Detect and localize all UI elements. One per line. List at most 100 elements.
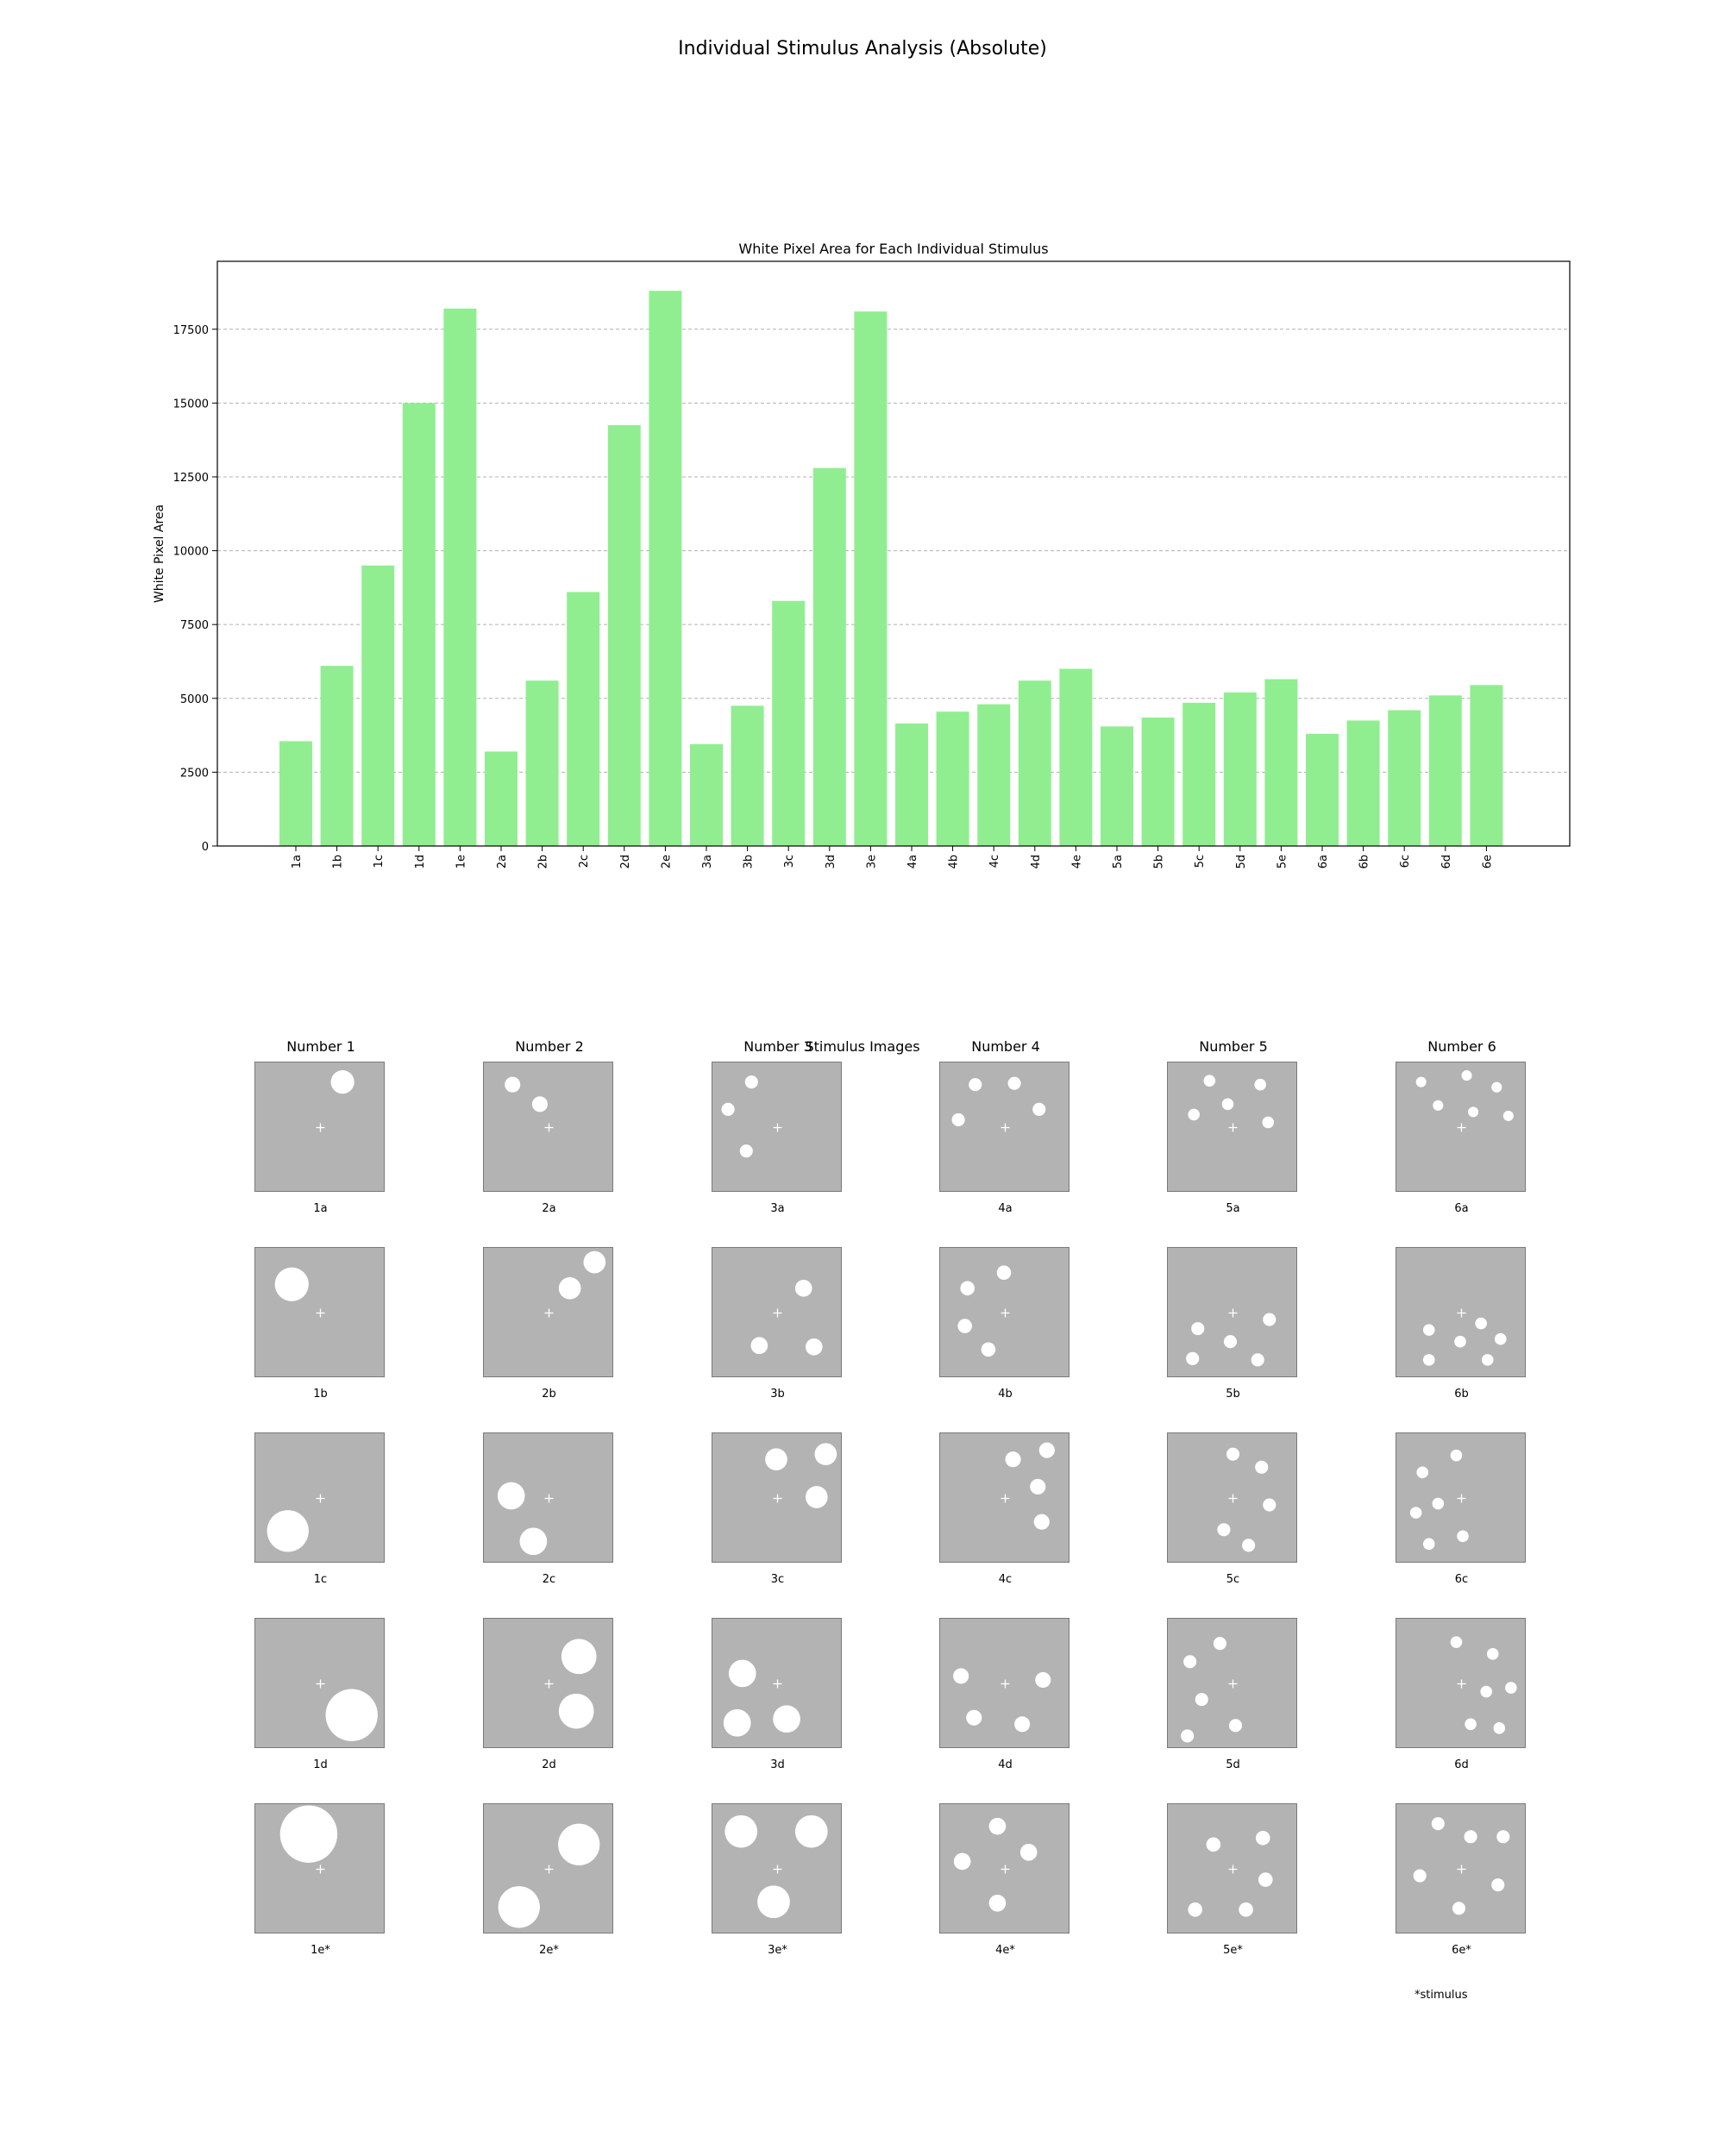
bar-5c [1182,702,1216,846]
bar-3e [854,311,888,846]
white-dot [561,1639,597,1675]
white-dot [951,1112,965,1126]
stimulus-drawing [497,1482,554,1556]
y-tick-label: 10000 [173,546,209,559]
white-dot [519,1527,548,1556]
white-dot [1258,1872,1273,1887]
white-dot [1239,1902,1253,1917]
white-dot [805,1338,823,1356]
stimulus-drawing [316,1070,354,1132]
white-dot [267,1510,309,1552]
white-dot [794,1279,812,1297]
white-dot [498,1886,540,1928]
white-dot [1481,1354,1494,1366]
white-dot [1195,1693,1208,1707]
white-dot [274,1267,309,1301]
stimulus-label: 6e* [1452,1944,1471,1957]
white-dot [1422,1324,1435,1336]
stimulus-label: 1d [313,1758,328,1771]
stimulus-drawing [721,1075,782,1158]
white-dot [558,1823,600,1865]
stimulus-image [939,1432,1070,1563]
white-dot [558,1693,594,1729]
white-dot [1186,1351,1200,1365]
column-header: Number 3 [743,1038,812,1055]
bar-5b [1141,718,1175,846]
white-dot [805,1486,828,1508]
white-dot [583,1250,606,1274]
stimulus-label: 5b [1226,1388,1240,1401]
white-dot [1251,1353,1264,1367]
x-tick-label: 5b [1153,855,1166,869]
bar-5d [1223,692,1257,846]
stimulus-drawing [953,1668,1051,1733]
stimulus-label: 6b [1454,1388,1469,1401]
white-dot [966,1709,982,1726]
white-dot [960,1281,975,1296]
white-dot [1032,1102,1046,1116]
white-dot [794,1814,828,1848]
stimulus-image [712,1432,842,1563]
stimulus-label: 4b [998,1388,1013,1401]
column-header: Number 1 [286,1038,355,1055]
white-dot [988,1894,1007,1912]
stimulus-image [1167,1803,1297,1934]
white-dot [531,1096,548,1112]
white-dot [1493,1722,1506,1734]
stimulus-image [712,1247,842,1377]
white-dot [1242,1539,1256,1552]
white-dot [1217,1523,1231,1537]
white-dot [1452,1902,1466,1915]
white-dot [757,1885,790,1919]
bar-2c [567,592,600,846]
y-tick-label: 2500 [180,767,209,780]
stimulus-drawing [1422,1308,1507,1366]
y-tick-label: 7500 [180,619,209,632]
bar-1a [279,741,312,846]
white-dot [724,1814,758,1848]
white-dot [1491,1081,1502,1093]
x-tick-label: 1d [414,855,427,869]
white-dot [721,1102,735,1116]
x-tick-label: 2b [537,855,550,869]
x-tick-label: 6e [1481,855,1494,868]
white-dot [1228,1719,1243,1733]
x-tick-label: 3e [865,855,878,868]
x-tick-label: 4c [988,855,1001,868]
stimulus-image [1167,1247,1297,1377]
stimulus-drawing [498,1823,600,1928]
white-dot [765,1448,787,1471]
stimulus-label: 4a [998,1202,1013,1215]
white-dot [1191,1322,1205,1336]
y-tick-label: 15000 [173,398,209,411]
y-tick-label: 5000 [180,693,209,706]
stimulus-label: 1a [313,1202,328,1215]
white-dot [1505,1682,1517,1694]
stimulus-image [1167,1432,1297,1563]
x-tick-label: 2c [578,855,591,868]
stimulus-drawing [1450,1636,1517,1734]
white-dot [1450,1449,1463,1462]
white-dot [1413,1869,1427,1883]
white-dot [330,1070,354,1094]
white-dot [1226,1447,1240,1461]
stimulus-drawing [765,1443,837,1508]
white-dot [1480,1685,1492,1698]
stimulus-drawing [1188,1075,1275,1132]
white-dot [739,1144,753,1158]
stimulus-image [483,1247,613,1377]
white-dot [969,1078,982,1092]
stimulus-drawing [1413,1817,1510,1915]
bar-4a [895,723,928,846]
stimulus-image [1396,1062,1526,1192]
white-dot [981,1342,996,1357]
white-dot [1450,1636,1463,1648]
stimulus-drawing [951,1076,1046,1132]
white-dot [773,1705,800,1733]
column-header: Number 2 [515,1038,584,1055]
stimulus-grid-title: Stimulus Images [805,1038,920,1055]
bar-6b [1346,720,1380,846]
white-dot [1038,1442,1055,1458]
x-tick-label: 6a [1317,855,1330,868]
stimulus-image [1167,1062,1297,1192]
